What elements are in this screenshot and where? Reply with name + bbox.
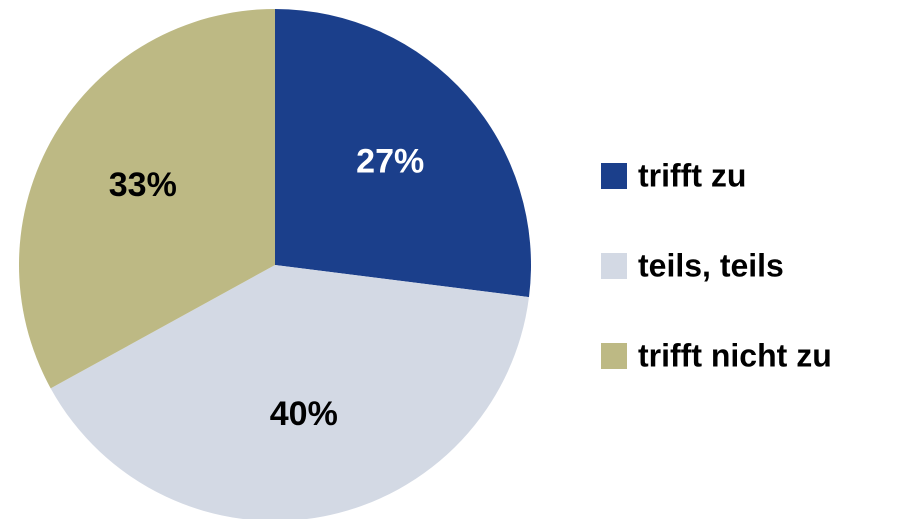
pie-slice [19, 9, 275, 389]
legend-swatch [601, 163, 627, 189]
legend-label: teils, teils [638, 247, 784, 283]
legend-label: trifft nicht zu [638, 337, 832, 373]
legend-swatch [601, 343, 627, 369]
data-label: 33% [109, 166, 177, 204]
legend-label: trifft zu [638, 157, 746, 193]
data-label: 27% [356, 142, 424, 180]
legend-swatch [601, 253, 627, 279]
data-label: 40% [270, 395, 338, 433]
pie-slice [275, 9, 532, 298]
pie-slice [50, 265, 529, 519]
